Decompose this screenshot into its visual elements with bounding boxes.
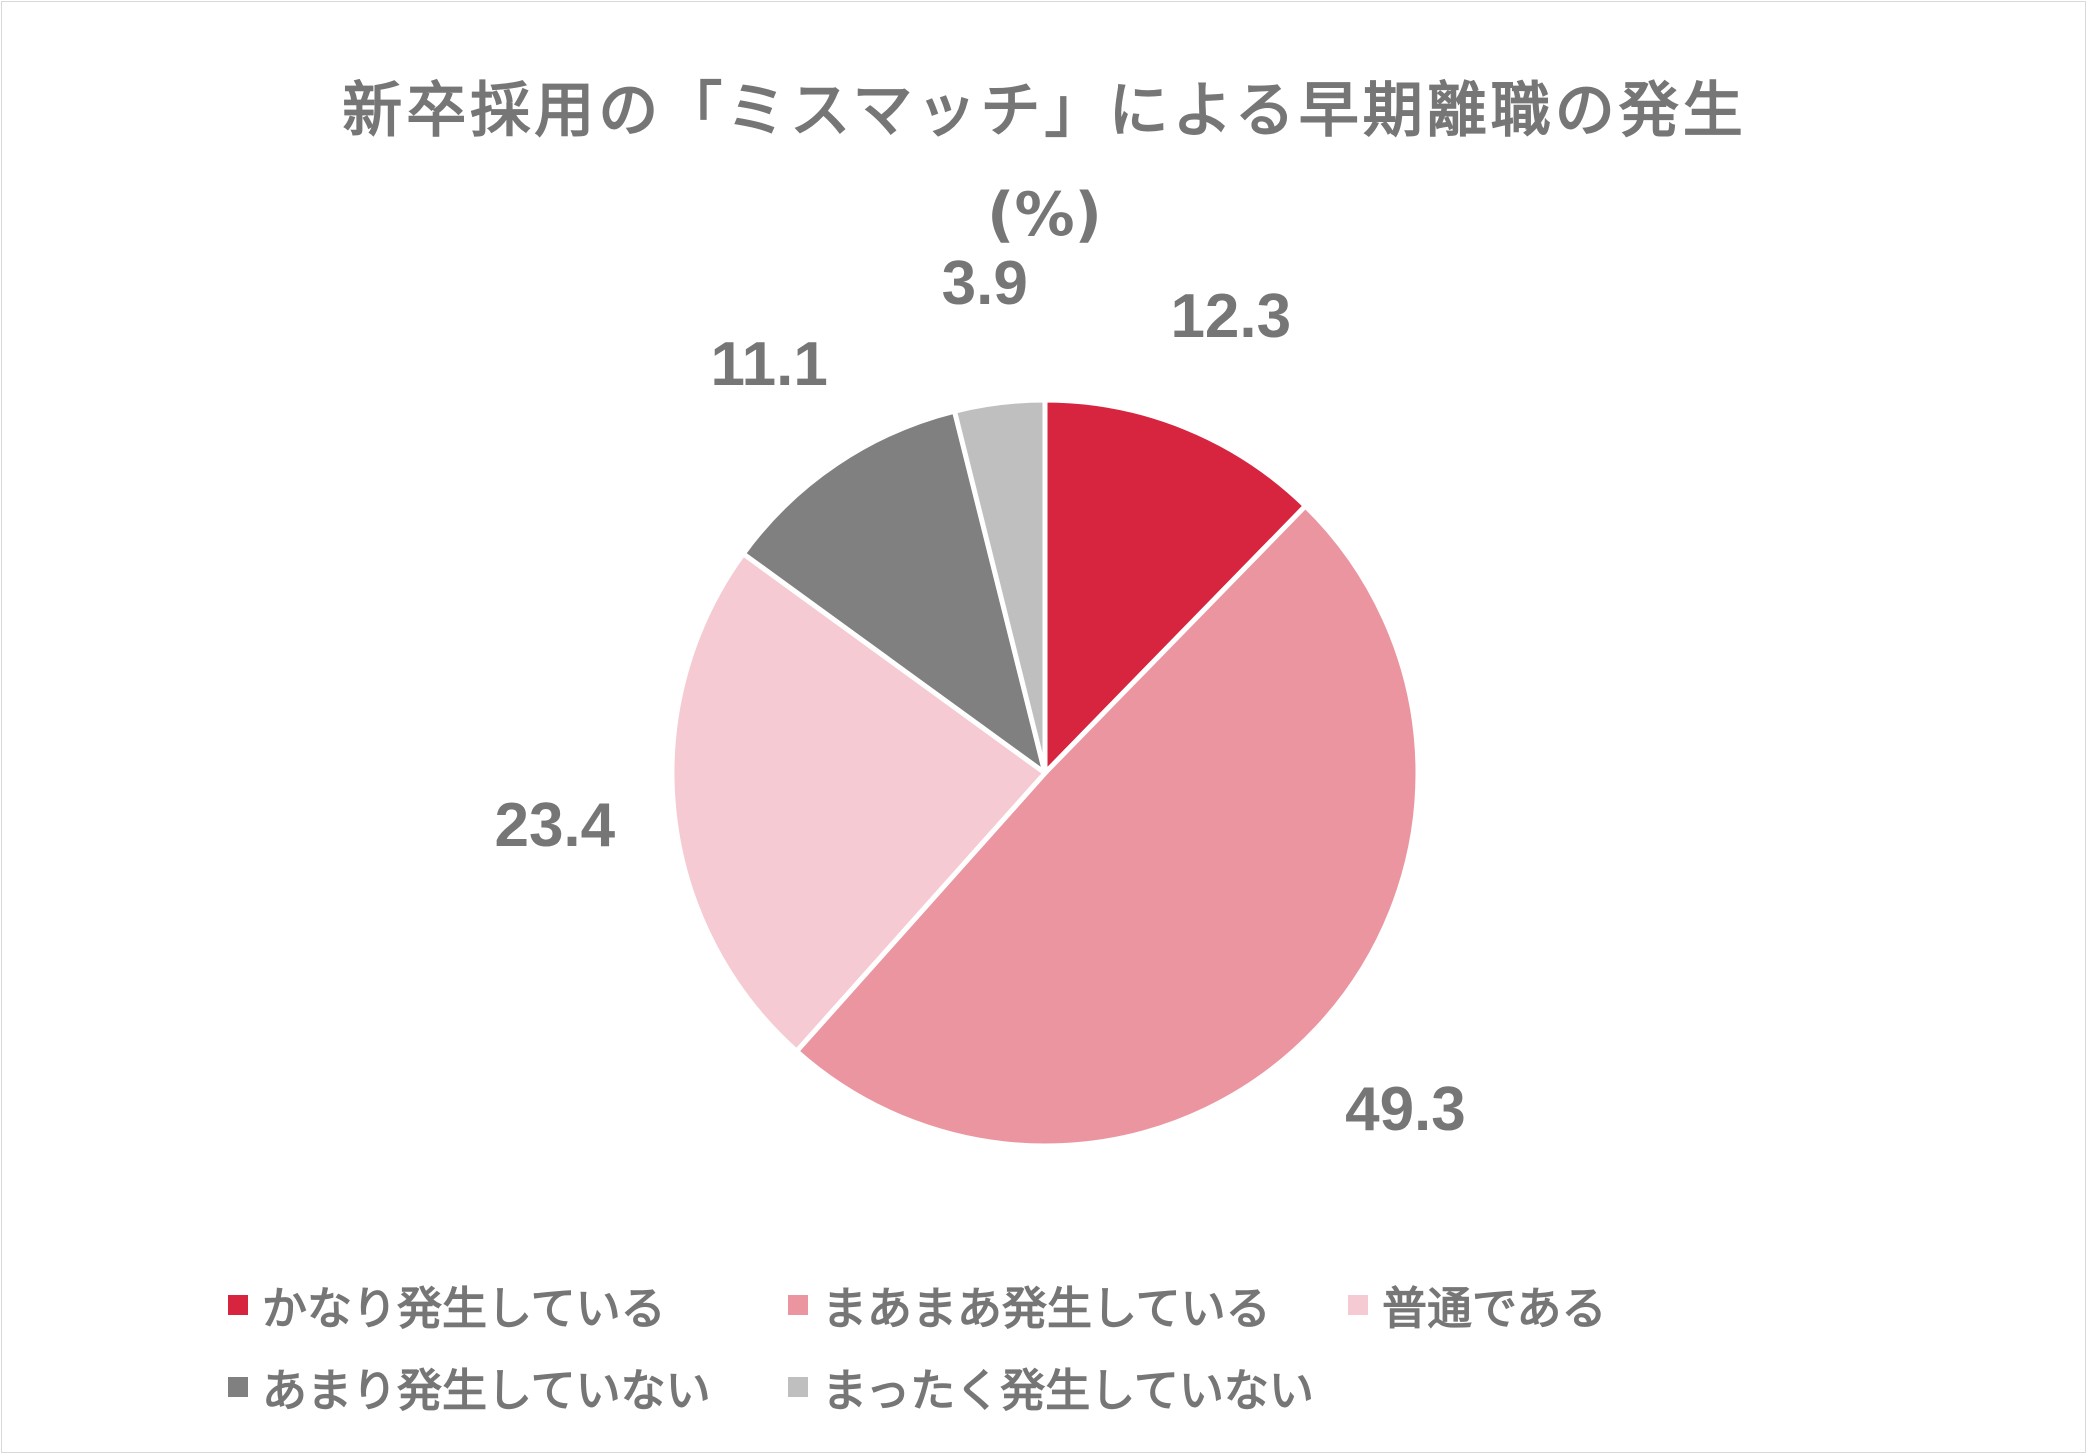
chart-title: 新卒採用の「ミスマッチ」による早期離職の発生 — [342, 76, 1747, 146]
legend-label: あまり発生していない — [262, 1364, 711, 1417]
legend-item-mattaku: まったく発生していない — [788, 1354, 1314, 1419]
pie-slice-mattaku — [952, 397, 1048, 776]
chart-subtitle: (%) — [987, 180, 1102, 250]
data-label-maamaa: 49.3 — [1345, 1075, 1466, 1144]
legend-label: 普通である — [1382, 1282, 1607, 1335]
legend-item-maamaa: まあまあ発生している — [788, 1272, 1271, 1337]
legend-item-kanari: かなり発生している — [228, 1272, 666, 1337]
legend-label: まあまあ発生している — [822, 1282, 1271, 1335]
legend-swatch — [788, 1294, 808, 1315]
legend-swatch — [228, 1294, 248, 1315]
pie-slice-futsuu — [669, 551, 1048, 1054]
legend-swatch — [1348, 1294, 1368, 1315]
legend-label: まったく発生していない — [822, 1364, 1314, 1417]
data-label-amari: 11.1 — [711, 330, 828, 399]
legend-swatch — [788, 1376, 808, 1397]
legend-swatch — [228, 1376, 248, 1397]
data-label-mattaku: 3.9 — [942, 249, 1028, 318]
legend-label: かなり発生している — [262, 1282, 666, 1335]
pie-slice-maamaa — [794, 503, 1421, 1149]
legend-item-amari: あまり発生していない — [228, 1354, 711, 1419]
pie-slice-kanari — [1042, 397, 1308, 776]
legend-item-futsuu: 普通である — [1348, 1272, 1607, 1337]
data-label-futsuu: 23.4 — [494, 791, 615, 860]
pie-slice-amari — [740, 408, 1048, 776]
data-label-kanari: 12.3 — [1170, 282, 1291, 351]
